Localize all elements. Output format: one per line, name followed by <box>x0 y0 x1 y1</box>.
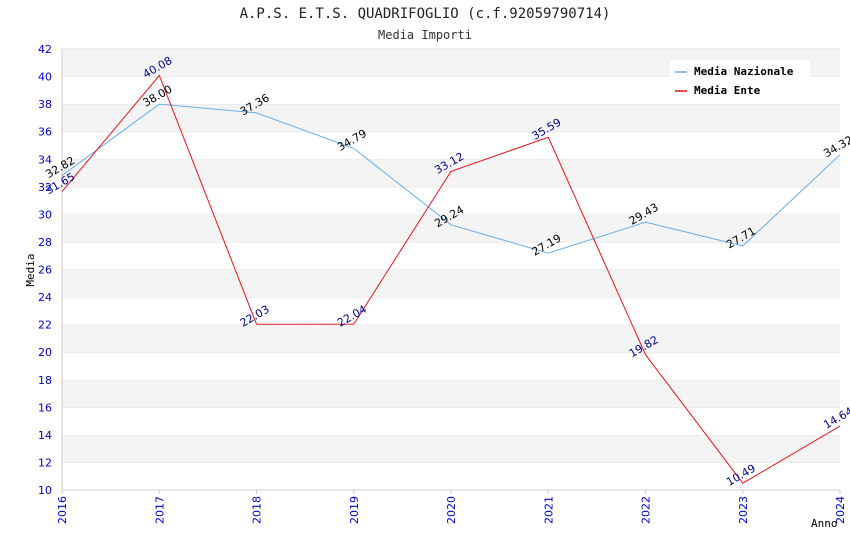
y-tick-label: 40 <box>38 71 52 84</box>
series-lines <box>61 74 841 484</box>
series-line-media-nazionale <box>61 103 841 254</box>
y-tick-label: 20 <box>38 346 52 359</box>
grid-band <box>62 104 840 132</box>
y-tick-label: 14 <box>38 429 52 442</box>
chart-subtitle: Media Importi <box>378 28 472 42</box>
x-tick-label: 2022 <box>640 496 653 524</box>
y-axis-label: Media <box>24 253 37 286</box>
grid-band <box>62 324 840 353</box>
x-tick-label: 2020 <box>445 496 458 524</box>
y-tick-label: 10 <box>38 484 52 497</box>
legend-entry-media-ente: Media Ente <box>694 84 761 97</box>
x-tick-label: 2021 <box>542 496 555 524</box>
grid-band <box>62 241 840 270</box>
y-tick-label: 22 <box>38 319 52 332</box>
grid-band <box>62 379 840 408</box>
grid-band <box>62 407 840 435</box>
y-tick-label: 28 <box>38 236 52 249</box>
grid-band <box>62 131 840 160</box>
grid-band <box>62 297 840 325</box>
grid-band <box>62 462 840 490</box>
y-tick-label: 12 <box>38 456 52 469</box>
grid-band <box>62 159 840 187</box>
legend-box <box>670 60 810 102</box>
grid-band <box>62 434 840 463</box>
x-axis-ticks: 2016 2017 2018 2019 2020 2021 2022 2023 2024 <box>56 490 847 524</box>
x-tick-label: 2019 <box>348 496 361 524</box>
x-tick-label: 2016 <box>56 496 69 524</box>
grid-band <box>62 186 840 215</box>
chart-title: A.P.S. E.T.S. QUADRIFOGLIO (c.f.92059790… <box>240 6 611 22</box>
y-tick-label: 32 <box>38 181 52 194</box>
y-tick-label: 18 <box>38 374 52 387</box>
y-tick-label: 26 <box>38 264 52 277</box>
grid-band <box>62 269 840 298</box>
y-tick-label: 24 <box>38 291 52 304</box>
grid-bands <box>62 48 840 490</box>
grid-band <box>62 352 840 380</box>
y-tick-label: 38 <box>38 98 52 111</box>
y-tick-label: 42 <box>38 43 52 56</box>
legend-entry-media-nazionale: Media Nazionale <box>694 65 794 78</box>
legend: Media Nazionale Media Ente <box>670 60 810 102</box>
y-axis-ticks: 10 12 14 16 18 20 22 24 26 28 30 32 34 36 38 40 42 <box>38 43 52 497</box>
y-tick-label: 34 <box>38 153 52 166</box>
grid-band <box>62 214 840 242</box>
y-tick-label: 36 <box>38 126 52 139</box>
y-tick-label: 30 <box>38 208 52 221</box>
x-tick-label: 2017 <box>153 496 166 524</box>
y-tick-label: 16 <box>38 401 52 414</box>
series-line-media-ente <box>61 74 841 484</box>
x-axis-label: Anno <box>811 517 838 530</box>
x-tick-label: 2023 <box>737 496 750 524</box>
x-tick-label: 2018 <box>251 496 264 524</box>
x-tick-label: 2024 <box>834 496 847 524</box>
